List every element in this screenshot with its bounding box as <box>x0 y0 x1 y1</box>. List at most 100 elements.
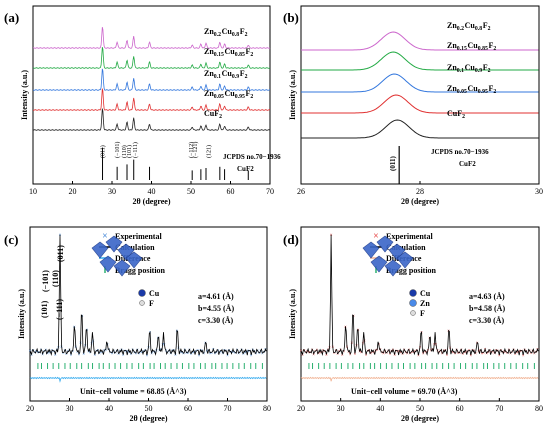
peak-hkl-label-3: (101) <box>40 300 49 318</box>
data-point: × <box>225 349 228 354</box>
data-point: × <box>304 351 307 356</box>
data-point: × <box>349 353 352 358</box>
data-point: × <box>312 353 315 358</box>
series-line-3 <box>301 94 539 114</box>
label-part: 0.8 <box>475 26 482 32</box>
peak-hkl-label-1: (−101) <box>41 270 50 292</box>
hkl-label-6: (−121) <box>192 142 199 158</box>
data-point: × <box>371 350 374 355</box>
x-tick-label: 40 <box>376 404 384 413</box>
data-point: × <box>168 350 171 355</box>
data-point: × <box>38 351 41 356</box>
data-point: × <box>169 352 172 357</box>
data-point: × <box>441 352 444 357</box>
label-part: Zn <box>204 69 214 78</box>
data-point: × <box>29 350 32 355</box>
label-part <box>496 41 497 50</box>
data-point: × <box>133 351 136 356</box>
data-point: × <box>218 351 221 356</box>
data-point: × <box>123 350 126 355</box>
data-point: × <box>258 352 261 357</box>
data-point: × <box>104 349 107 354</box>
data-point: × <box>458 351 461 356</box>
data-point: × <box>231 350 234 355</box>
label-part: Zn <box>204 89 214 98</box>
label-part: 0.95 <box>478 89 488 95</box>
label-part: 0.8 <box>232 32 239 38</box>
data-point: × <box>122 354 125 359</box>
data-point: × <box>250 354 253 359</box>
panel-c: 20 30 40 50 60 70 80 2θ (degree) Intensity (a.u.… <box>4 226 271 423</box>
series-label-2: Zn0.1 Cu0.9 F2 <box>447 63 491 74</box>
legend-experimental: Experimental <box>115 232 162 241</box>
label-part: Cu <box>222 27 233 36</box>
label-part: 0.1 <box>214 74 221 80</box>
label-part: Zn <box>447 21 457 30</box>
data-point: × <box>141 351 144 356</box>
label-part: 0.9 <box>475 68 482 74</box>
peak-hkl-label-4: (−111) <box>55 299 64 320</box>
data-point: × <box>100 350 103 355</box>
atom-label-cu: Cu <box>420 289 431 298</box>
label-part: 0.15 <box>457 46 467 52</box>
label-part: F <box>489 84 494 93</box>
reference-title: JCPDS no.70−1936 <box>223 153 281 161</box>
label-part: 2 <box>245 74 248 80</box>
legend-experimental-marker: × <box>102 231 108 242</box>
label-part: Cu <box>225 89 236 98</box>
data-point: × <box>98 352 101 357</box>
data-point: × <box>401 353 404 358</box>
label-part: 0.9 <box>232 74 239 80</box>
data-point: × <box>495 349 498 354</box>
data-point: × <box>528 349 531 354</box>
label-part: 0.05 <box>457 89 467 95</box>
data-point: × <box>534 351 537 356</box>
data-point: × <box>303 349 306 354</box>
series-line-4 <box>301 119 539 139</box>
data-point: × <box>526 352 529 357</box>
data-point: × <box>243 351 246 356</box>
label-part: 0.2 <box>457 26 464 32</box>
label-part: Zn <box>447 41 457 50</box>
series-label-4: CuF2 <box>447 109 466 120</box>
data-point: × <box>461 352 464 357</box>
data-point: × <box>360 351 363 356</box>
data-point: × <box>35 350 38 355</box>
x-tick-label: 30 <box>337 404 345 413</box>
hkl-label-3: (101) <box>126 145 133 158</box>
data-point: × <box>334 349 337 354</box>
data-point: × <box>134 352 137 357</box>
data-point: × <box>62 352 65 357</box>
octahedron <box>370 255 388 273</box>
legend-bragg: Bragg position <box>115 266 166 275</box>
data-point: × <box>404 351 407 356</box>
data-point: × <box>36 351 39 356</box>
data-point: × <box>490 351 493 356</box>
data-point: × <box>264 348 267 353</box>
data-point: × <box>152 350 155 355</box>
data-point: × <box>93 354 96 359</box>
legend-calculation: Calculation <box>386 243 426 252</box>
data-point: × <box>369 352 372 357</box>
data-point: × <box>199 349 202 354</box>
series-label-0: Zn0.2 Cu0.8 F2 <box>204 27 248 38</box>
series-line-0 <box>32 27 271 49</box>
label-part: Zn <box>447 84 457 93</box>
data-point: × <box>533 352 536 357</box>
data-point: × <box>48 351 51 356</box>
label-part: 0.15 <box>214 52 224 58</box>
data-point: × <box>226 354 229 359</box>
x-tick-label: 50 <box>416 404 424 413</box>
data-point: × <box>229 350 232 355</box>
label-part: 2 <box>488 26 491 32</box>
legend-experimental: Experimental <box>386 232 433 241</box>
x-tick-label: 70 <box>266 187 274 196</box>
data-point: × <box>212 348 215 353</box>
label-part: Cu <box>468 41 479 50</box>
series-label-1: Zn0.15 Cu0.85 F2 <box>204 47 254 58</box>
label-part: Zn <box>447 63 457 72</box>
data-point: × <box>325 353 328 358</box>
data-point: × <box>210 351 213 356</box>
data-point: × <box>412 351 415 356</box>
